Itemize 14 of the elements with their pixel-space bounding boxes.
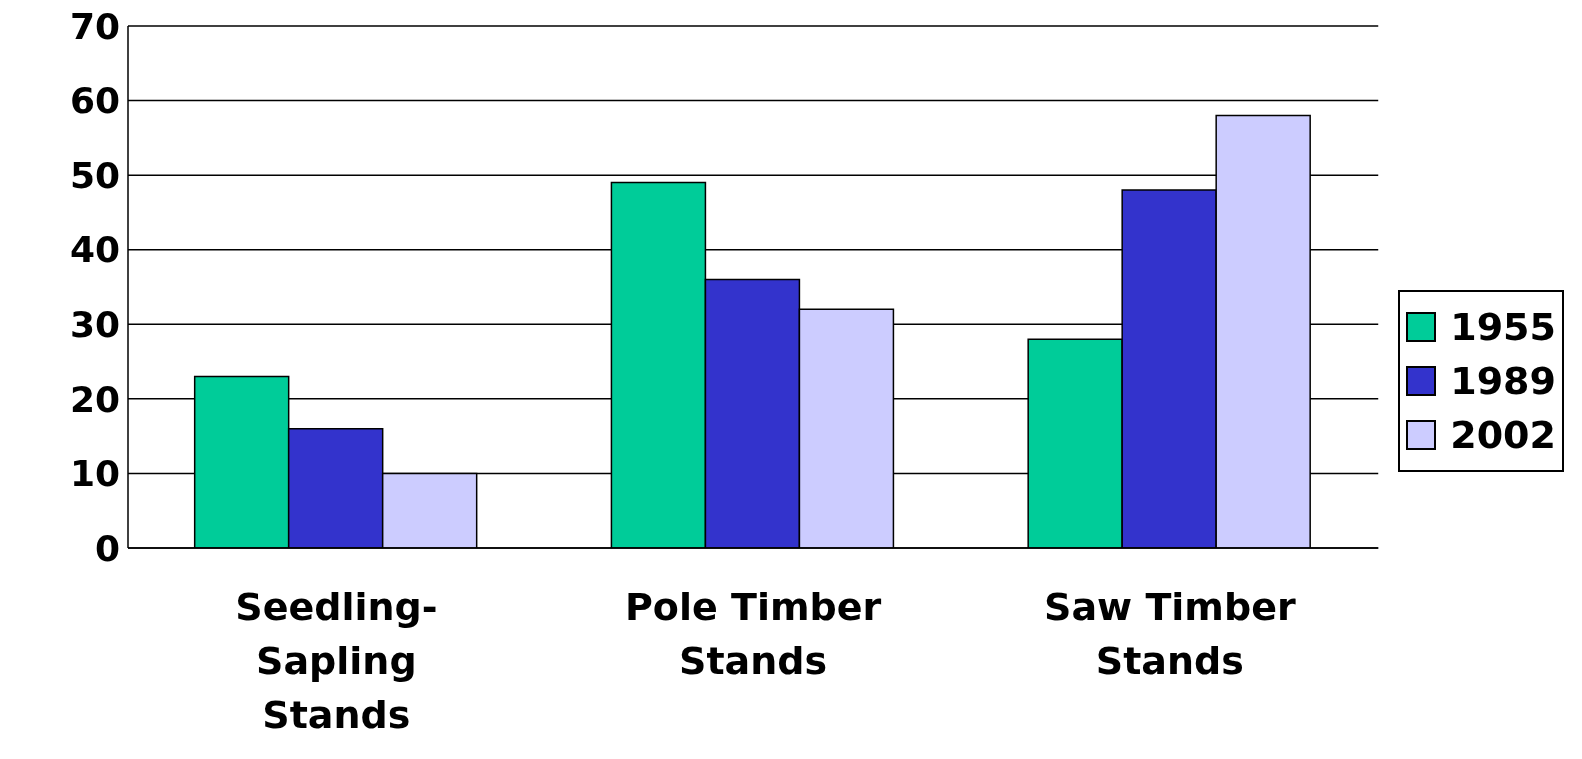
y-tick-label: 10	[69, 453, 120, 495]
legend-label: 1989	[1450, 358, 1556, 403]
y-tick-label: 50	[69, 154, 120, 196]
x-tick-label: Seedling-Sapling Stands	[235, 585, 438, 737]
x-tick-label: Pole Timber Stands	[624, 585, 882, 683]
y-tick-label: 70	[69, 5, 120, 47]
y-tick-label: 40	[69, 229, 120, 271]
y-tick-label: 60	[69, 80, 120, 122]
x-tick-label: Saw Timber Stands	[1044, 585, 1296, 683]
y-tick-label: 30	[69, 304, 120, 346]
y-tick-label: 0	[94, 527, 120, 569]
legend-label: 2002	[1450, 412, 1556, 457]
legend-label: 1955	[1450, 304, 1556, 349]
y-tick-label: 20	[69, 378, 120, 420]
